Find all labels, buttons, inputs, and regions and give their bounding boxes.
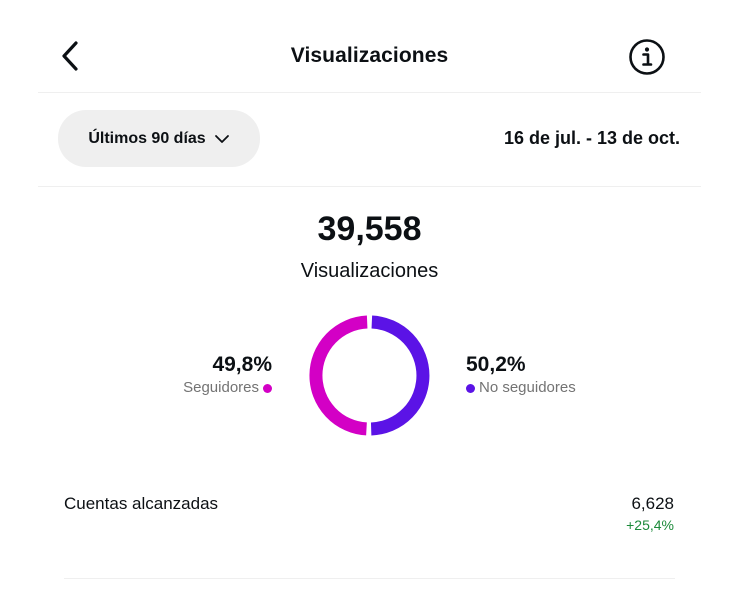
- total-views-label: Visualizaciones: [300, 260, 439, 282]
- followers-arc: [309, 315, 368, 436]
- filter-divider: [38, 186, 701, 187]
- accounts-reached-change: +25,4%: [626, 517, 674, 533]
- accounts-reached-value: 6,628: [631, 494, 674, 513]
- followers-label: Seguidores: [183, 379, 259, 396]
- header: Visualizaciones: [0, 0, 739, 92]
- non-followers-stat: 50,2% No seguidores: [466, 352, 576, 398]
- non-followers-label: No seguidores: [479, 379, 576, 396]
- header-divider: [38, 92, 701, 93]
- views-donut-chart: [309, 315, 430, 436]
- date-range-dropdown[interactable]: Últimos 90 días: [58, 110, 260, 167]
- page-title: Visualizaciones: [290, 44, 449, 67]
- followers-percent: 49,8%: [212, 353, 272, 376]
- followers-stat: 49,8% Seguidores: [183, 352, 272, 398]
- non-followers-dot-icon: [466, 383, 475, 393]
- back-button[interactable]: [52, 36, 88, 76]
- total-views-count: 39,558: [317, 210, 422, 248]
- non-followers-arc: [370, 315, 430, 436]
- non-followers-percent: 50,2%: [466, 353, 526, 376]
- chevron-left-icon: [62, 41, 78, 71]
- metric-divider: [64, 578, 675, 579]
- date-range-dropdown-label: Últimos 90 días: [88, 129, 206, 147]
- chevron-down-icon: [214, 134, 229, 143]
- info-circle-icon: [629, 39, 665, 75]
- accounts-reached-label: Cuentas alcanzadas: [64, 494, 219, 513]
- info-button[interactable]: [627, 37, 667, 77]
- date-range-text: 16 de jul. - 13 de oct.: [503, 128, 680, 148]
- non-followers-legend: No seguidores: [466, 378, 576, 398]
- followers-dot-icon: [263, 383, 272, 393]
- followers-legend: Seguidores: [183, 378, 272, 398]
